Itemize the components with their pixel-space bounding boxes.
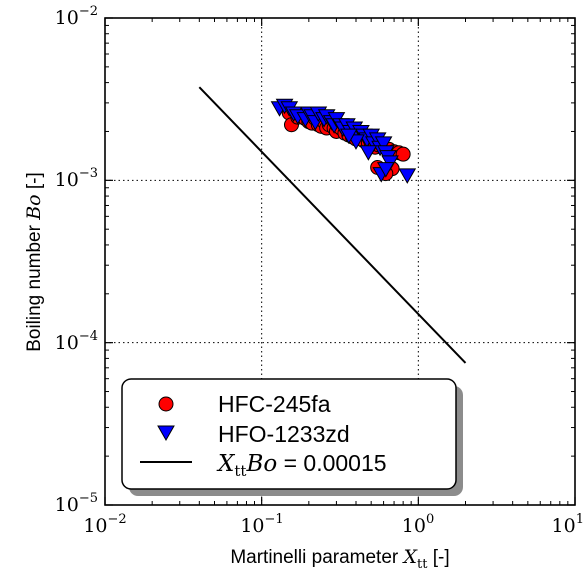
y-tick-labels: 10−5 10−4 10−3 10−2 xyxy=(55,4,98,516)
correlation-line xyxy=(198,86,467,364)
x-tick-label: 10−2 xyxy=(83,512,126,537)
data-point-hfo-1233zd xyxy=(374,136,393,152)
x-tick-label: 100 xyxy=(402,512,434,537)
hfo-1233zd-series xyxy=(270,98,417,184)
correlation-line-series xyxy=(198,86,467,364)
y-tick-label: 10−3 xyxy=(55,166,98,191)
legend-label-correlation: XttBo = 0.00015 xyxy=(216,450,387,480)
data-point-hfo-1233zd xyxy=(339,128,358,145)
data-point-hfo-1233zd xyxy=(398,168,417,184)
legend-marker-circle xyxy=(158,396,174,412)
data-point-hfo-1233zd xyxy=(376,162,395,178)
y-axis-label: Boiling number Bo [-] xyxy=(23,172,45,352)
legend-box xyxy=(121,378,457,490)
legend: HFC-245fa HFO-1233zd XttBo = 0.00015 xyxy=(121,378,463,496)
plot-frame xyxy=(104,17,576,506)
data-point-hfc-245fa xyxy=(395,146,411,162)
legend-marker-triangle xyxy=(157,425,175,442)
x-tick-label: 10−1 xyxy=(240,512,283,537)
x-tick-label: 101 xyxy=(552,512,584,537)
data-point-hfo-1233zd xyxy=(359,145,378,161)
x-axis-label: Martinelli parameter Xtt [-] xyxy=(230,546,449,572)
y-tick-label: 10−4 xyxy=(55,329,98,354)
y-tick-label: 10−2 xyxy=(55,4,98,29)
legend-label-hfo-1233zd: HFO-1233zd xyxy=(218,421,350,447)
legend-label-hfc-245fa: HFC-245fa xyxy=(218,391,331,417)
x-tick-labels: 10−2 10−1 100 101 xyxy=(83,512,584,537)
y-tick-label: 10−5 xyxy=(55,491,98,516)
